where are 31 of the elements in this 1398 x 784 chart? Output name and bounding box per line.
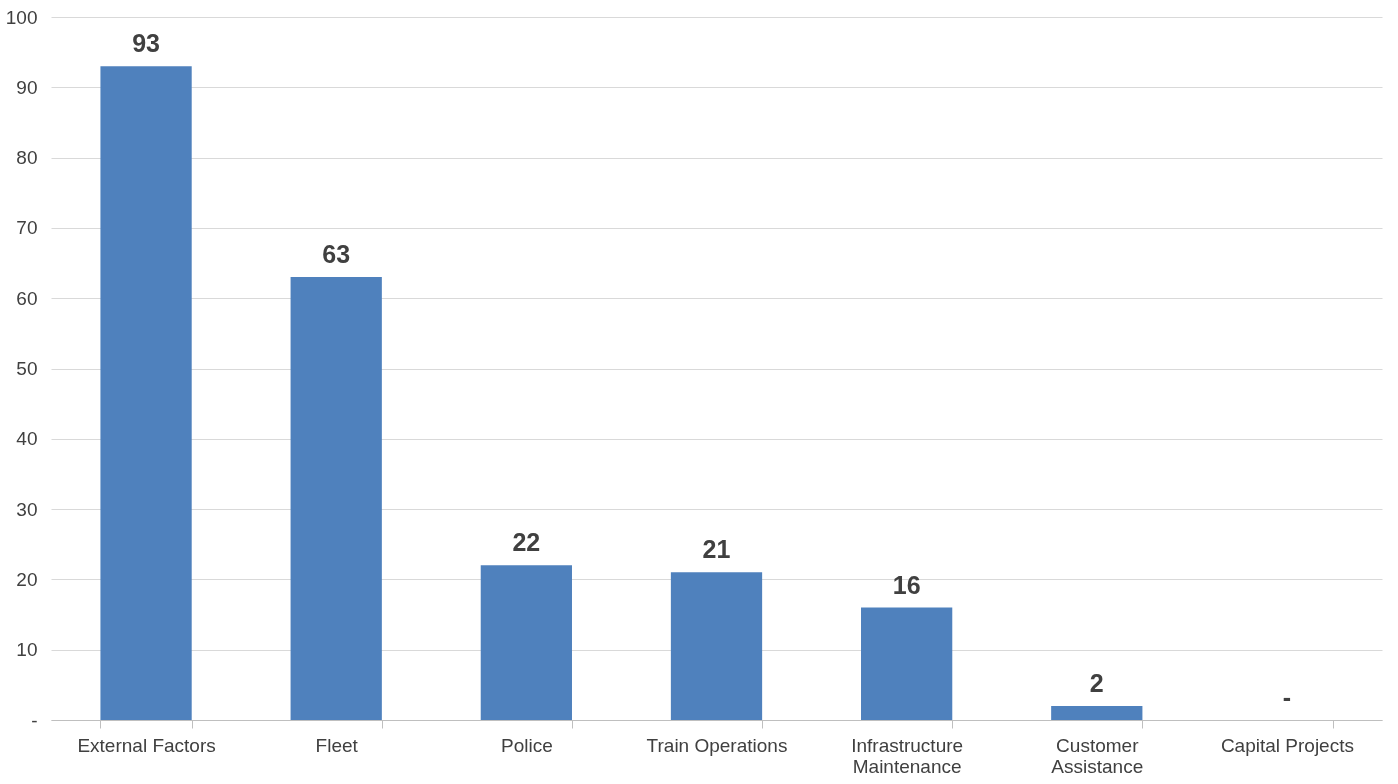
- y-tick-label: 10: [16, 639, 38, 661]
- bar: [290, 277, 382, 720]
- y-tick-label: 40: [16, 428, 38, 450]
- y-tick-label: 80: [16, 147, 38, 169]
- bar: [1051, 705, 1143, 720]
- x-tick-label: Infrastructure Maintenance: [851, 734, 964, 777]
- data-label: 93: [132, 29, 160, 58]
- data-label: -: [1282, 683, 1292, 711]
- y-tick-label: -: [31, 709, 38, 731]
- data-label: 21: [702, 535, 731, 564]
- x-tick-label: External Factors: [77, 734, 216, 756]
- data-label: 16: [892, 570, 921, 599]
- data-label: 63: [322, 240, 351, 269]
- bar: [861, 607, 953, 720]
- x-tick-label: Capital Projects: [1220, 734, 1354, 756]
- x-tick-label: Customer Assistance: [1051, 734, 1144, 777]
- bar: [100, 66, 192, 720]
- y-tick-label: 70: [16, 217, 38, 239]
- y-tick-label: 20: [16, 568, 38, 590]
- y-tick-label: 90: [16, 76, 38, 98]
- x-tick-label: Fleet: [315, 734, 359, 756]
- bar: [670, 572, 763, 720]
- data-label: 2: [1089, 668, 1104, 697]
- data-label: 22: [512, 528, 541, 557]
- y-tick-label: 50: [16, 358, 38, 379]
- x-tick-label: Train Operations: [646, 734, 788, 756]
- x-tick-label: Police: [500, 734, 553, 756]
- bar: [480, 565, 572, 720]
- y-tick-label: 30: [16, 498, 38, 520]
- y-tick-label: 100: [5, 6, 38, 28]
- y-tick-label: 60: [16, 287, 38, 309]
